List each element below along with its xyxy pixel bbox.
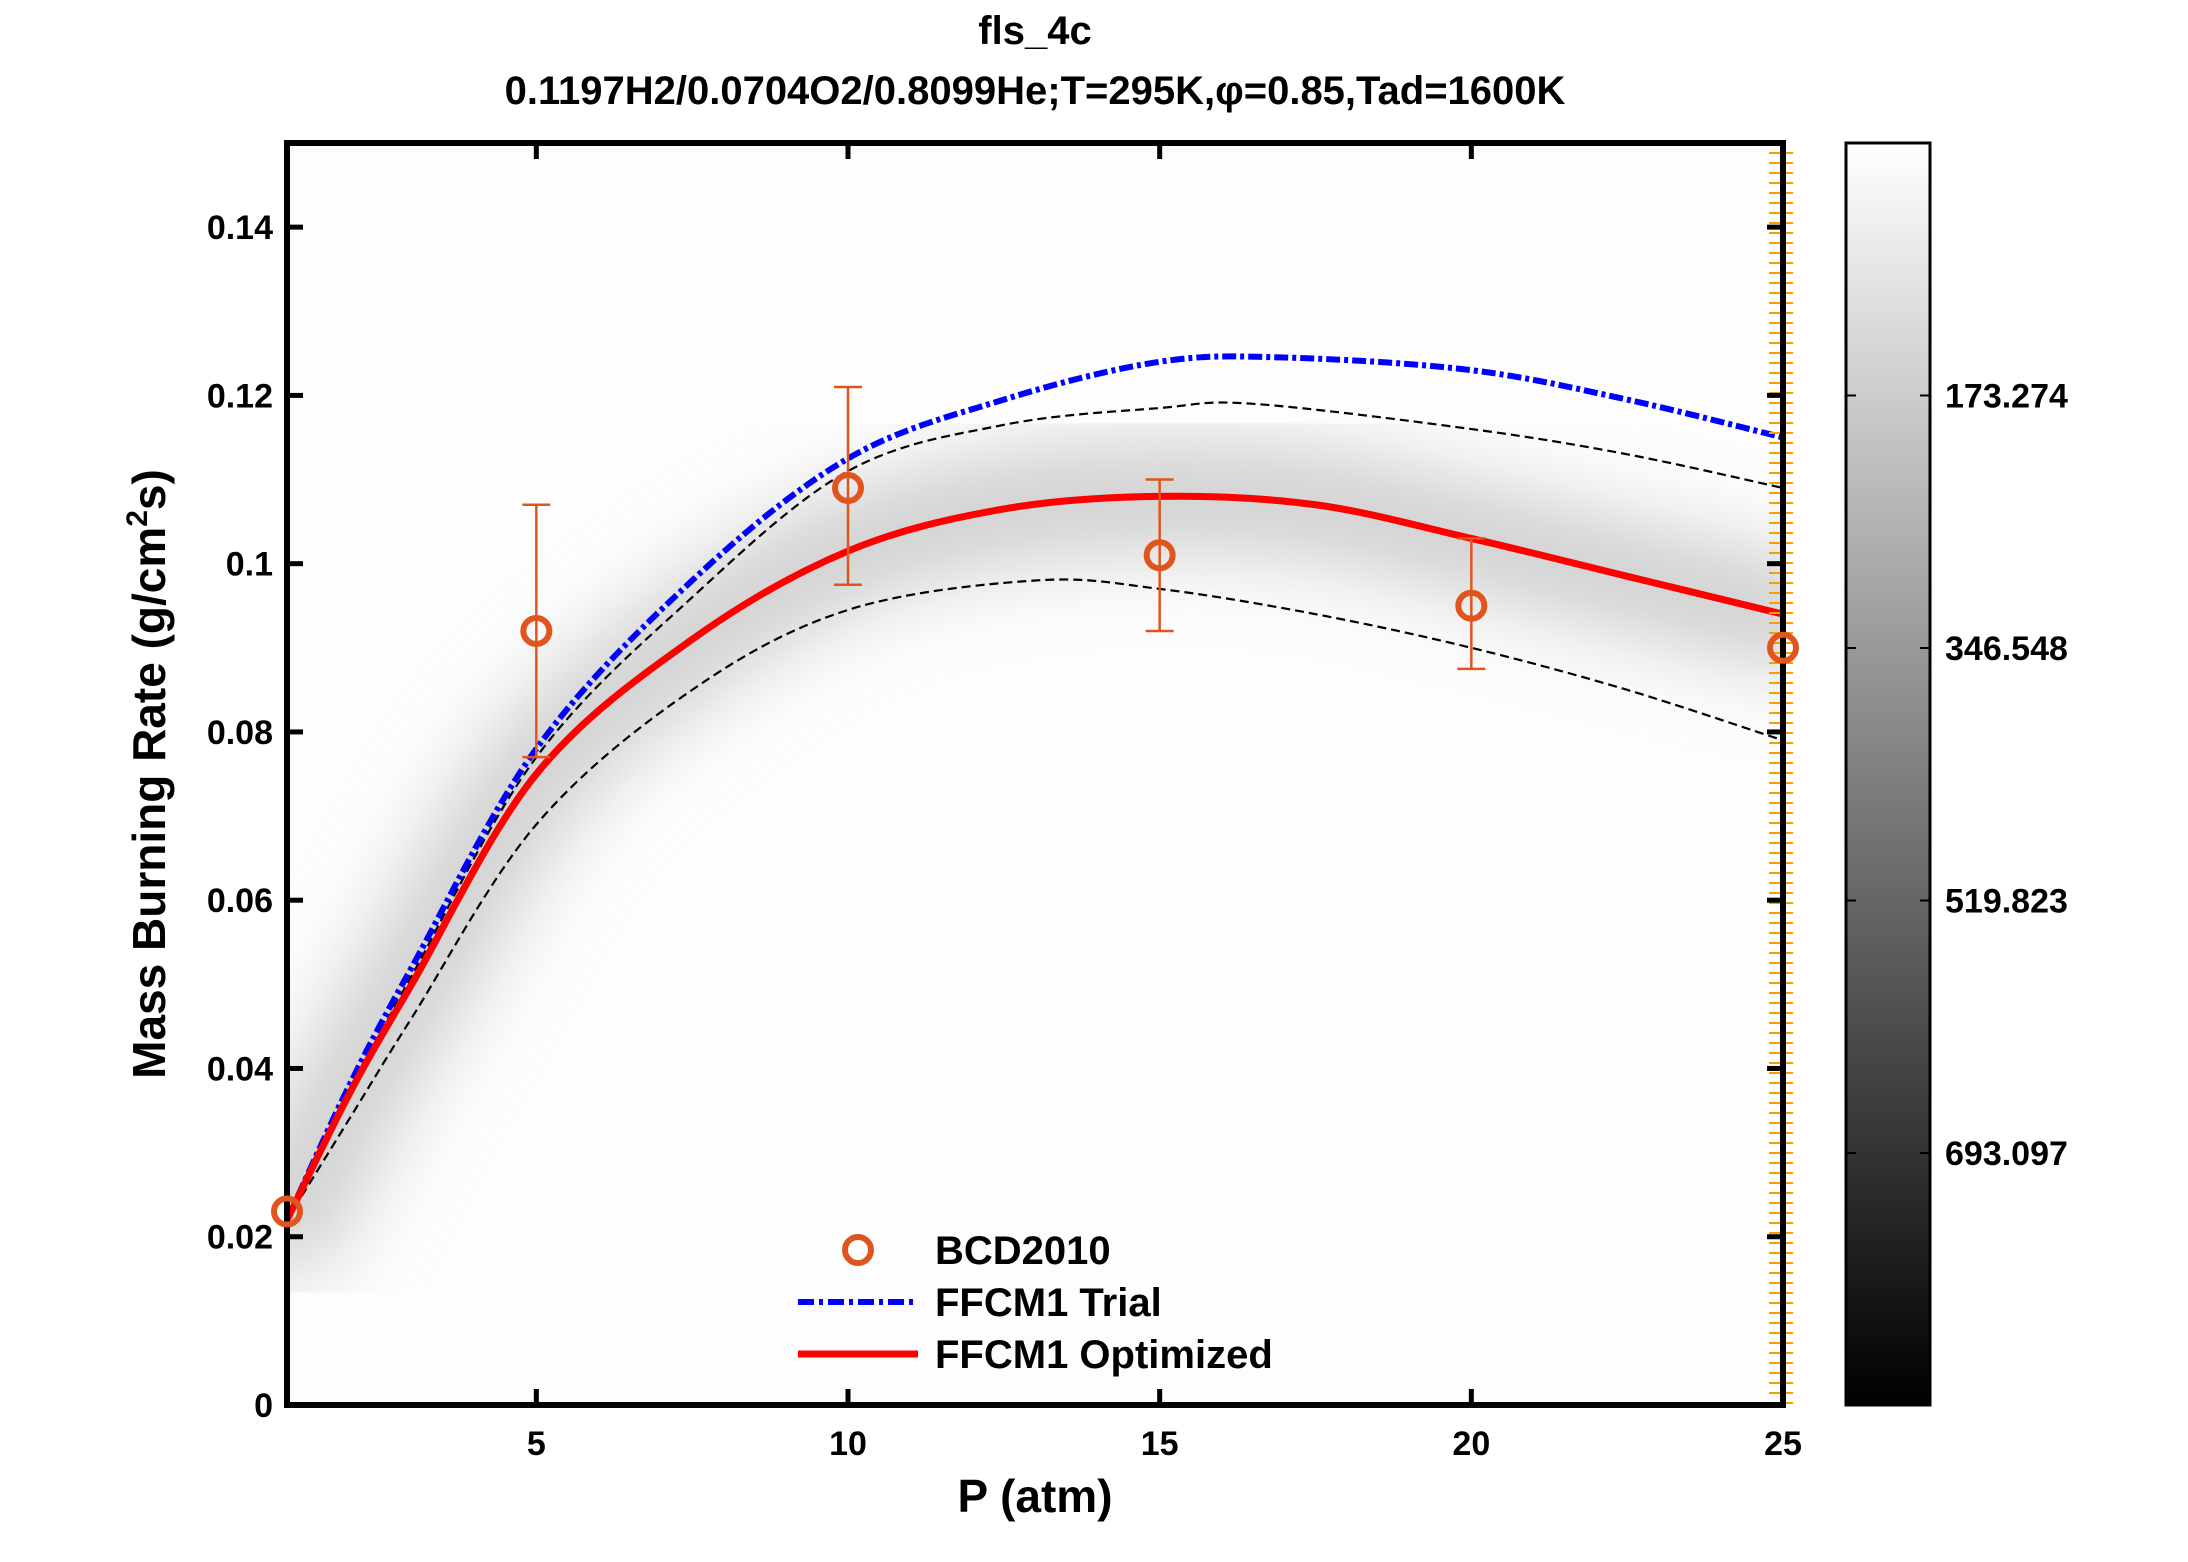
colorbar-gradient (1844, 141, 1932, 1407)
x-tick-label: 5 (527, 1425, 546, 1463)
y-tick-label: 0.04 (207, 1050, 273, 1088)
data-point-bcd2010 (271, 1195, 303, 1228)
legend-label-optimized: FFCM1 Optimized (935, 1333, 1273, 1377)
colorbar-tick-label: 173.274 (1945, 378, 2068, 416)
y-tick-label: 0.06 (207, 882, 273, 920)
x-tick-label: 10 (829, 1425, 867, 1463)
y-tick-label: 0.12 (207, 377, 273, 415)
x-tick-label: 20 (1452, 1425, 1490, 1463)
x-axis-label: P (atm) (957, 1470, 1112, 1522)
y-tick-label: 0.02 (207, 1219, 273, 1257)
x-tick-label: 25 (1764, 1425, 1802, 1463)
legend: BCD2010 FFCM1 Trial FFCM1 Optimized (798, 1229, 1273, 1377)
data-point-bcd2010 (520, 614, 553, 647)
y-tick-label: 0.14 (207, 209, 273, 247)
data-point-bcd2010 (832, 471, 864, 504)
colorbar-tick-label: 693.097 (1945, 1135, 2068, 1173)
data-point-bcd2010 (1767, 631, 1799, 664)
legend-label-bcd2010: BCD2010 (935, 1229, 1111, 1273)
data-point-bcd2010 (1455, 589, 1488, 622)
colorbar-tick-label: 519.823 (1945, 883, 2068, 921)
y-axis-label-main: Mass Burning Rate (g/cm (123, 527, 175, 1079)
y-tick-label: 0.1 (226, 546, 273, 584)
legend-label-trial: FFCM1 Trial (935, 1281, 1162, 1325)
y-axis-label-superscript: 2 (121, 510, 154, 527)
trial-line (287, 353, 1783, 1222)
plot-area: 5 10 15 20 25 0 0.02 0.04 0.06 0.08 0.1 0.12 0.14 (207, 140, 1802, 1463)
y-tick-label: 0 (254, 1387, 273, 1425)
y-tick-label: 0.08 (207, 714, 273, 752)
colorbar: 173.274 346.548 519.823 693.097 (1844, 141, 2068, 1407)
chart-title: fls_4c (978, 9, 1091, 53)
uncertainty-upper-line (287, 401, 1783, 1221)
data-point-bcd2010 (1143, 539, 1176, 572)
axes-box (284, 140, 1786, 1408)
colorbar-tick-label: 346.548 (1945, 630, 2068, 668)
y-axis-label-end: s) (123, 469, 175, 510)
uncertainty-lower-line (287, 578, 1783, 1221)
y-axis-label: Mass Burning Rate (g/cm2s) (121, 469, 175, 1079)
optimized-line (287, 492, 1783, 1222)
legend-marker-bcd2010 (842, 1234, 874, 1266)
x-tick-label: 15 (1141, 1425, 1179, 1463)
chart-subtitle: 0.1197H2/0.0704O2/0.8099He;T=295K,φ=0.85… (505, 69, 1566, 113)
